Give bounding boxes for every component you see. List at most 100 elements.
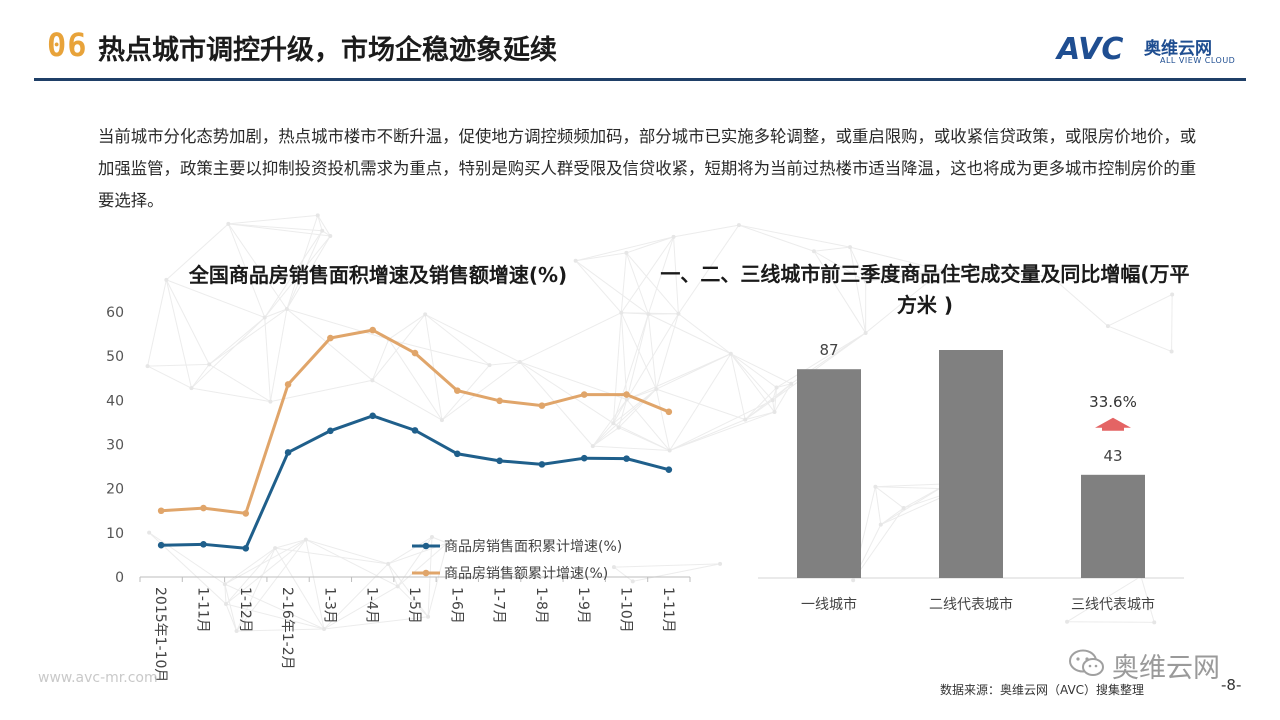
network-line bbox=[730, 353, 746, 420]
network-node bbox=[1170, 292, 1175, 297]
page-number: -8- bbox=[1221, 676, 1242, 694]
network-line bbox=[613, 566, 634, 582]
series-point-2 bbox=[496, 397, 503, 405]
network-line bbox=[286, 308, 389, 340]
series-point-1 bbox=[496, 457, 503, 465]
x-tick-label: 1-7月 bbox=[491, 587, 507, 624]
network-line bbox=[730, 353, 774, 401]
network-line bbox=[865, 269, 943, 282]
network-line bbox=[620, 236, 674, 313]
network-node bbox=[770, 398, 775, 403]
network-node bbox=[901, 506, 906, 511]
network-line bbox=[236, 628, 325, 632]
network-line bbox=[813, 250, 866, 282]
network-node bbox=[1065, 619, 1070, 624]
network-line bbox=[849, 247, 867, 334]
network-line bbox=[286, 215, 319, 310]
network-line bbox=[1067, 621, 1155, 623]
network-line bbox=[388, 339, 443, 421]
network-line bbox=[228, 214, 318, 225]
network-node bbox=[624, 250, 629, 255]
network-line bbox=[397, 542, 448, 587]
series-point-1 bbox=[411, 427, 419, 434]
network-node bbox=[646, 312, 651, 317]
network-line bbox=[387, 536, 433, 565]
network-node bbox=[226, 221, 231, 226]
avc-logo-en: ALL VIEW CLOUD bbox=[1160, 56, 1236, 65]
network-node bbox=[423, 312, 428, 317]
line-chart: 0 10 20 30 40 50 60 2015年1-10月 1-11月 1-12月 2-16年1-… bbox=[106, 305, 691, 682]
network-line bbox=[397, 585, 429, 618]
network-node bbox=[1105, 324, 1110, 329]
network-node bbox=[873, 484, 878, 489]
network-line bbox=[372, 379, 443, 421]
x-tick-label: 1-10月 bbox=[618, 587, 634, 633]
series-line-1 bbox=[161, 414, 670, 550]
network-line bbox=[774, 383, 792, 413]
wechat-icon bbox=[1069, 649, 1104, 676]
network-line bbox=[191, 387, 271, 403]
network-line bbox=[166, 279, 265, 318]
network-line bbox=[317, 215, 323, 231]
network-line bbox=[592, 422, 614, 447]
network-line bbox=[305, 539, 325, 630]
x-tick-label: 1-12月 bbox=[237, 587, 253, 633]
page-title: 热点城市调控升级，市场企稳迹象延续 bbox=[98, 35, 557, 66]
network-line bbox=[738, 224, 851, 248]
network-line bbox=[264, 308, 288, 318]
bar bbox=[797, 369, 861, 578]
network-line bbox=[489, 361, 520, 366]
network-node bbox=[811, 249, 816, 254]
network-node bbox=[863, 279, 868, 284]
network-node bbox=[284, 307, 289, 312]
network-line bbox=[613, 388, 657, 424]
series-point-2 bbox=[157, 507, 165, 515]
series-point-1 bbox=[200, 541, 207, 548]
network-node bbox=[445, 541, 450, 546]
x-tick-label: 1-9月 bbox=[575, 587, 591, 624]
network-line bbox=[1066, 575, 1142, 623]
network-line bbox=[224, 584, 238, 632]
network-line bbox=[648, 313, 732, 355]
network-node bbox=[426, 614, 431, 619]
series-point-2 bbox=[411, 349, 419, 357]
network-line bbox=[618, 388, 657, 429]
network-line bbox=[431, 536, 448, 544]
network-line bbox=[875, 486, 904, 509]
bar-category-label: 一线城市 bbox=[801, 596, 857, 613]
network-line bbox=[387, 563, 399, 587]
network-line bbox=[592, 399, 628, 447]
network-node bbox=[1169, 349, 1174, 354]
network-line bbox=[678, 313, 732, 355]
network-node bbox=[736, 223, 741, 228]
series-point-2 bbox=[200, 504, 207, 512]
network-line bbox=[678, 224, 740, 315]
network-line bbox=[776, 383, 792, 389]
watermark-url: www.avc-mr.com bbox=[38, 670, 158, 686]
network-line bbox=[620, 252, 627, 313]
x-tick-label: 2-16年1-2月 bbox=[279, 587, 295, 670]
network-line bbox=[424, 313, 521, 363]
network-node bbox=[189, 386, 194, 391]
network-node bbox=[517, 360, 522, 365]
avc-logo-text: AVC bbox=[1057, 32, 1124, 67]
network-line bbox=[323, 563, 389, 630]
network-line bbox=[875, 483, 948, 488]
network-line bbox=[208, 308, 288, 365]
network-line bbox=[773, 387, 778, 413]
network-line bbox=[274, 539, 307, 549]
x-tick-label: 1-4月 bbox=[364, 587, 380, 624]
network-line bbox=[208, 363, 271, 403]
network-line bbox=[191, 317, 266, 389]
network-line bbox=[388, 338, 490, 366]
network-line bbox=[656, 353, 732, 390]
network-line bbox=[1140, 576, 1155, 623]
network-line bbox=[655, 389, 671, 451]
network-line bbox=[441, 361, 521, 421]
network-line bbox=[236, 547, 276, 632]
series-point-1 bbox=[327, 427, 334, 435]
network-line bbox=[274, 547, 325, 630]
network-line bbox=[286, 308, 373, 381]
y-tick-label: 10 bbox=[106, 526, 124, 542]
network-node bbox=[616, 425, 621, 430]
